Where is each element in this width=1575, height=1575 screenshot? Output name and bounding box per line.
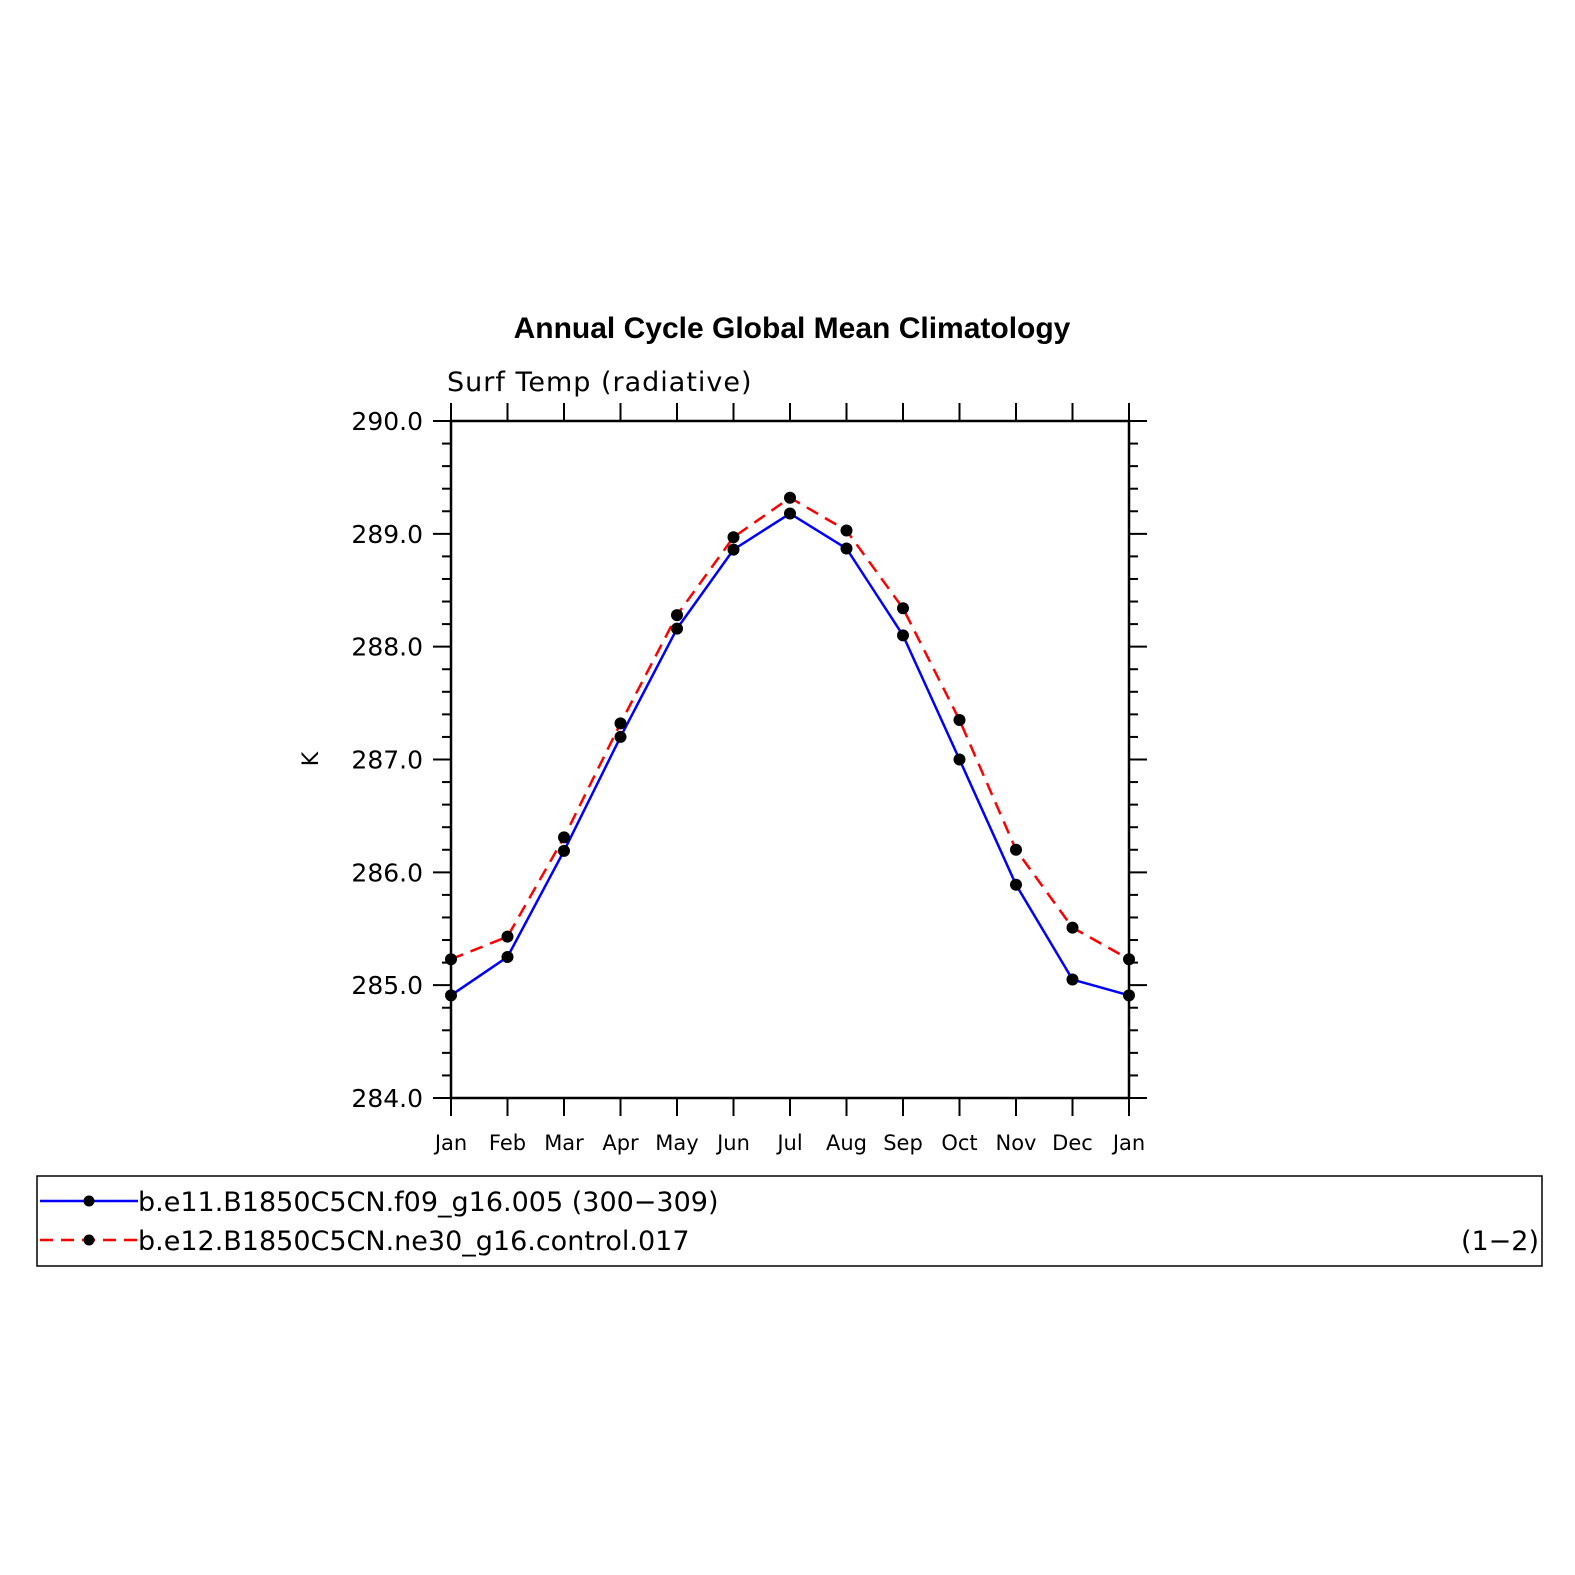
x-tick-labels: Jan Feb Mar Apr May Jun Jul Aug Sep Oct Nov Dec Jan bbox=[433, 1131, 1145, 1155]
data-point-series-1 bbox=[784, 507, 796, 520]
chart-subtitle: Surf Temp (radiative) bbox=[447, 367, 753, 398]
x-tick-label: Oct bbox=[941, 1131, 977, 1155]
data-point-series-1 bbox=[1123, 989, 1135, 1002]
y-tick-label: 287.0 bbox=[351, 746, 423, 775]
x-tick-label: Aug bbox=[826, 1131, 867, 1155]
y-tick-labels: 284.0 285.0 286.0 287.0 288.0 289.0 290.0 bbox=[351, 407, 423, 1113]
x-tick-label: Jan bbox=[1111, 1131, 1145, 1155]
x-tick-label: Dec bbox=[1052, 1131, 1093, 1155]
data-point-series-1 bbox=[1010, 878, 1022, 891]
data-point-series-1 bbox=[501, 950, 514, 963]
y-axis-label: K bbox=[299, 751, 324, 766]
data-point-series-2 bbox=[1010, 843, 1022, 856]
x-tick-label: May bbox=[655, 1131, 698, 1155]
legend-entry-1: b.e11.B1850C5CN.f09_g16.005 (300−309) bbox=[40, 1187, 719, 1218]
legend-marker-1 bbox=[83, 1195, 95, 1207]
data-point-series-2 bbox=[953, 714, 966, 727]
data-point-series-1 bbox=[558, 844, 570, 857]
data-point-series-2 bbox=[784, 491, 796, 504]
chart-title: Annual Cycle Global Mean Climatology bbox=[514, 312, 1071, 345]
data-point-series-1 bbox=[614, 730, 627, 743]
legend-marker-2 bbox=[83, 1234, 95, 1246]
x-tick-label: Apr bbox=[602, 1131, 639, 1155]
y-tick-label: 284.0 bbox=[351, 1084, 423, 1113]
data-point-series-2 bbox=[727, 531, 740, 544]
data-point-series-2 bbox=[1123, 953, 1135, 966]
legend-entry-2: b.e12.B1850C5CN.ne30_g16.control.017 (1−… bbox=[40, 1226, 1539, 1257]
data-point-series-2 bbox=[1066, 921, 1079, 934]
data-point-series-2 bbox=[445, 953, 457, 966]
x-tick-label: Sep bbox=[883, 1131, 923, 1155]
y-tick-label: 288.0 bbox=[351, 633, 423, 662]
data-point-series-2 bbox=[840, 524, 853, 537]
data-point-series-2 bbox=[558, 831, 570, 844]
series-markers bbox=[445, 491, 1135, 1002]
x-tick-label: Feb bbox=[489, 1131, 526, 1155]
data-point-series-2 bbox=[614, 717, 627, 730]
data-point-series-2 bbox=[501, 930, 514, 943]
x-tick-label: Jun bbox=[715, 1131, 750, 1155]
x-tick-label: Mar bbox=[544, 1131, 584, 1155]
data-point-series-1 bbox=[953, 753, 966, 766]
legend-label-2: b.e12.B1850C5CN.ne30_g16.control.017 bbox=[138, 1226, 690, 1257]
data-point-series-1 bbox=[897, 629, 909, 642]
series-line-1 bbox=[450, 512, 1130, 997]
data-point-series-1 bbox=[671, 622, 683, 635]
y-tick-label: 290.0 bbox=[351, 407, 423, 436]
x-tick-label: Nov bbox=[996, 1131, 1037, 1155]
y-tick-label: 289.0 bbox=[351, 520, 423, 549]
data-point-series-1 bbox=[727, 543, 740, 556]
data-point-series-2 bbox=[671, 609, 683, 622]
plot-frame bbox=[449, 419, 1131, 1100]
x-tick-label: Jul bbox=[775, 1131, 802, 1155]
data-point-series-1 bbox=[445, 989, 457, 1002]
data-point-series-1 bbox=[840, 542, 853, 555]
y-tick-label: 285.0 bbox=[351, 971, 423, 1000]
legend-note: (1−2) bbox=[1461, 1226, 1539, 1257]
data-point-series-2 bbox=[897, 602, 909, 615]
legend-label-1: b.e11.B1850C5CN.f09_g16.005 (300−309) bbox=[138, 1187, 719, 1218]
y-tick-label: 286.0 bbox=[351, 858, 423, 887]
x-tick-label: Jan bbox=[433, 1131, 467, 1155]
data-point-series-1 bbox=[1066, 973, 1079, 986]
series-line-2 bbox=[450, 496, 1130, 961]
legend-box bbox=[36, 1175, 1543, 1267]
series-lines bbox=[450, 496, 1130, 997]
